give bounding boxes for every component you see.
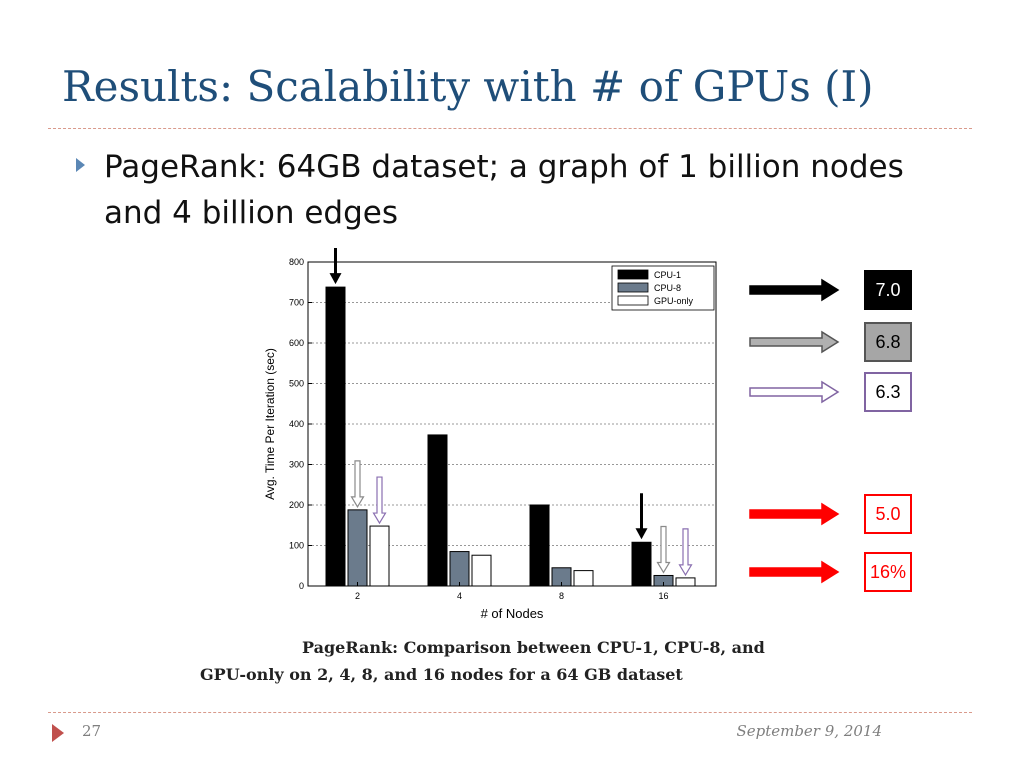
speedup-arrow-icon <box>749 380 840 404</box>
legend-swatch-gpu-only <box>617 295 649 306</box>
footer-divider <box>48 712 972 713</box>
bar-cpu-1-2 <box>325 286 346 587</box>
slide-title: Results: Scalability with # of GPUs (I) <box>62 62 874 111</box>
speedup-value: 6.3 <box>864 372 912 412</box>
bar-gpu-only-16 <box>675 577 696 587</box>
y-tick-label: 400 <box>289 419 304 429</box>
bar-cpu-1-16 <box>631 541 652 587</box>
y-axis-label: Avg. Time Per Iteration (sec) <box>263 348 277 500</box>
footer-triangle-icon <box>52 724 64 742</box>
legend-swatch-cpu-1 <box>617 269 649 280</box>
speedup-value: 16% <box>864 552 912 592</box>
y-tick-label: 300 <box>289 460 304 470</box>
bar-cpu-8-4 <box>449 551 470 587</box>
y-tick-label: 500 <box>289 379 304 389</box>
bar-chart: 0 100 200 300 400 500 600 700 800 Avg. Time Per I… <box>263 248 717 621</box>
annotation-arrow-cpu-1-16 <box>635 493 648 540</box>
speedup-value: 7.0 <box>864 270 912 310</box>
annotation-arrow-gpu-only-2 <box>372 476 387 525</box>
y-tick-label: 200 <box>289 500 304 510</box>
speedup-arrow-icon <box>749 560 840 584</box>
x-tick-label: 2 <box>355 591 360 601</box>
caption-line-1: PageRank: Comparison between CPU-1, CPU-… <box>302 638 765 657</box>
x-tick-label: 16 <box>658 591 668 601</box>
legend-label-cpu-8: CPU-8 <box>654 283 681 293</box>
y-tick-label: 700 <box>289 298 304 308</box>
annotation-arrow-cpu-8-16 <box>656 525 671 574</box>
speedup-arrow-icon <box>749 278 840 302</box>
slide-number: 27 <box>82 722 102 740</box>
y-tick-label: 0 <box>299 581 304 591</box>
legend-label-gpu-only: GPU-only <box>654 296 694 306</box>
bar-gpu-only-2 <box>369 525 390 587</box>
speedup-arrows <box>749 278 840 584</box>
bar-gpu-only-8 <box>573 570 594 587</box>
annotation-arrow-gpu-only-16 <box>678 528 693 577</box>
speedup-value: 5.0 <box>864 494 912 534</box>
bar-cpu-1-8 <box>529 504 550 587</box>
x-tick-label: 8 <box>559 591 564 601</box>
bullet-arrow-icon <box>76 158 85 172</box>
speedup-arrow-icon <box>749 330 840 354</box>
y-tick-label: 800 <box>289 257 304 267</box>
legend-swatch-cpu-8 <box>617 282 649 293</box>
bar-gpu-only-4 <box>471 554 492 587</box>
slide-date: September 9, 2014 <box>736 722 882 740</box>
annotation-arrow-cpu-8-2 <box>350 460 365 509</box>
y-tick-label: 100 <box>289 541 304 551</box>
bar-cpu-1-4 <box>427 434 448 587</box>
x-tick-label: 4 <box>457 591 462 601</box>
bullet-text: PageRank: 64GB dataset; a graph of 1 bil… <box>104 149 904 231</box>
caption-line-2: GPU-only on 2, 4, 8, and 16 nodes for a … <box>200 665 683 684</box>
speedup-value: 6.8 <box>864 322 912 362</box>
x-axis-label: # of Nodes <box>481 606 544 621</box>
chart-caption: PageRank: Comparison between CPU-1, CPU-… <box>200 634 820 688</box>
speedup-arrow-icon <box>749 502 840 526</box>
bar-cpu-8-2 <box>347 509 368 587</box>
y-tick-label: 600 <box>289 338 304 348</box>
legend-label-cpu-1: CPU-1 <box>654 270 681 280</box>
annotation-arrow-cpu-1-2 <box>329 248 342 285</box>
title-divider <box>48 128 972 129</box>
